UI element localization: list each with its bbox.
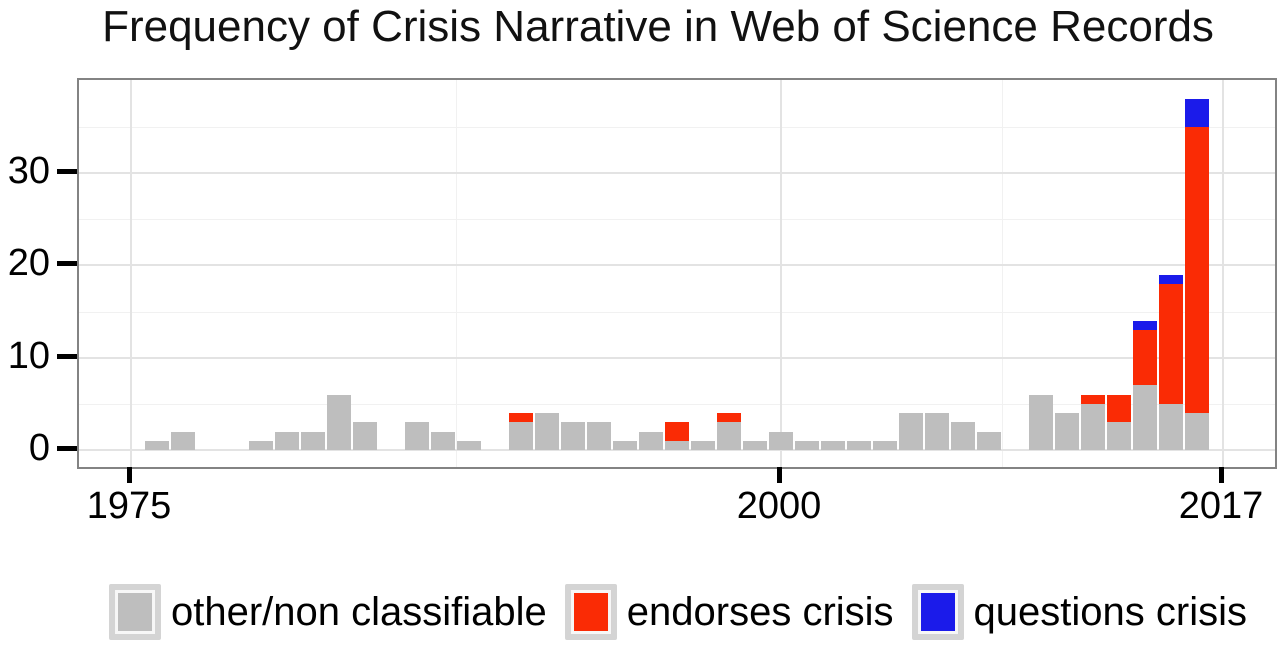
x-tick-mark [1219,467,1224,483]
bar-segment [665,422,689,441]
x-tick-mark [127,467,132,483]
gridline-minor-y [79,127,1275,128]
legend: other/non classifiable endorses crisis q… [109,584,1247,640]
bar-segment [1185,99,1209,127]
bar-segment [717,422,741,450]
y-tick-mark [57,261,77,266]
y-tick-mark [57,354,77,359]
x-tick-label: 1975 [86,485,172,527]
bar-segment [1055,413,1079,450]
bar-segment [847,441,871,450]
bar-segment [509,422,533,450]
bar-segment [1107,422,1131,450]
other-swatch-icon [115,590,156,634]
bar-segment [613,441,637,450]
gridline-major-x [1222,80,1224,467]
bar-segment [171,432,195,450]
bar-segment [535,413,559,450]
bar-segment [821,441,845,450]
gridline-major-y [79,264,1275,266]
bar-segment [769,432,793,450]
bar-segment [405,422,429,450]
gridline-major-x [130,80,132,467]
gridline-minor-y [79,219,1275,220]
gridline-minor-x [1002,80,1003,467]
y-tick-label: 10 [7,335,50,377]
y-tick-label: 20 [7,242,50,284]
bar-segment [1159,284,1183,404]
bar-segment [457,441,481,450]
bar-segment [899,413,923,450]
bar-segment [1159,275,1183,284]
bar-segment [561,422,585,450]
legend-label: questions crisis [973,590,1247,634]
bar-segment [1133,330,1157,385]
bar-segment [1133,385,1157,450]
gridline-major-y [79,357,1275,359]
endorses-swatch-icon [570,590,611,634]
bar-segment [275,432,299,450]
y-tick-label: 30 [7,150,50,192]
bar-segment [1081,395,1105,404]
bar-segment [1029,395,1053,450]
legend-label: other/non classifiable [171,590,547,634]
bar-segment [717,413,741,422]
plot-panel [77,78,1277,469]
bar-segment [1185,127,1209,413]
y-tick-mark [57,446,77,451]
gridline-major-y [79,449,1275,451]
bar-segment [145,441,169,450]
bar-segment [743,441,767,450]
bar-segment [1133,321,1157,330]
legend-key [109,584,162,640]
bar-segment [301,432,325,450]
bar-segment [353,422,377,450]
bar-segment [691,441,715,450]
bar-segment [951,422,975,450]
bar-segment [795,441,819,450]
y-tick-label: 0 [28,427,50,469]
bar-segment [665,441,689,450]
bar-segment [1107,395,1131,422]
gridline-major-x [780,80,782,467]
legend-item-other: other/non classifiable [109,584,547,640]
bar-segment [977,432,1001,450]
gridline-minor-y [79,404,1275,405]
bar-segment [1081,404,1105,450]
legend-key [911,584,964,640]
gridline-minor-y [79,312,1275,313]
legend-key [564,584,617,640]
legend-item-endorses: endorses crisis [564,584,894,640]
gridline-major-y [79,172,1275,174]
y-tick-mark [57,169,77,174]
gridline-minor-x [456,80,457,467]
bar-segment [587,422,611,450]
x-tick-label: 2000 [736,485,822,527]
bar-segment [1159,404,1183,450]
bar-segment [327,395,351,450]
bar-segment [873,441,897,450]
bar-segment [925,413,949,450]
legend-item-questions: questions crisis [911,584,1247,640]
x-tick-label: 2017 [1178,485,1264,527]
bar-segment [509,413,533,422]
bar-segment [249,441,273,450]
chart-title: Frequency of Crisis Narrative in Web of … [102,2,1214,51]
questions-swatch-icon [917,590,958,634]
bar-segment [1185,413,1209,450]
bar-segment [639,432,663,450]
x-tick-mark [777,467,782,483]
bar-segment [431,432,455,450]
legend-label: endorses crisis [626,590,894,634]
